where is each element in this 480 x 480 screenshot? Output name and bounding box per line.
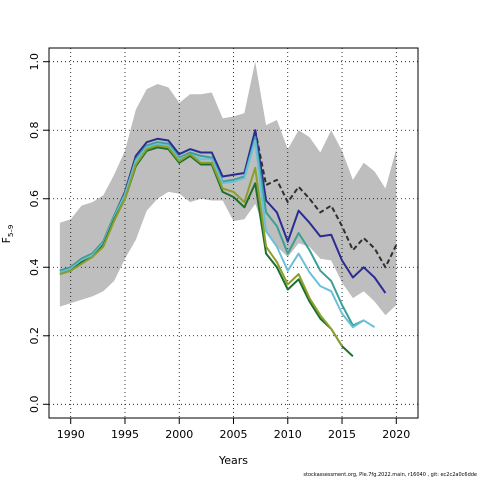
x-tick-label: 2015 xyxy=(328,428,356,441)
y-tick-label: 1.0 xyxy=(28,53,41,71)
confidence-band xyxy=(59,61,397,316)
y-axis-title: F5–9 xyxy=(0,225,15,244)
y-axis-title-subscript: 5–9 xyxy=(7,225,15,237)
y-tick-label: 0.2 xyxy=(28,327,41,345)
x-tick-label: 1995 xyxy=(111,428,139,441)
axes-layer: 1990 1995 2000 2005 2010 2015 2020 0.0 0.2 0.4 0.6… xyxy=(28,53,410,441)
series-line-1 xyxy=(254,130,398,269)
y-axis-title-main: F xyxy=(0,237,13,243)
x-tick-label: 2010 xyxy=(274,428,302,441)
grid-layer xyxy=(49,48,418,418)
footer-credit: stockassessment.org, Ple.7fg.2022.main, … xyxy=(303,472,477,478)
x-tick-label: 2020 xyxy=(382,428,410,441)
x-axis-title: Years xyxy=(218,454,248,467)
y-tick-label: 0.6 xyxy=(28,190,41,208)
x-tick-label: 2005 xyxy=(220,428,248,441)
x-tick-label: 1990 xyxy=(57,428,85,441)
series-line-6 xyxy=(59,144,343,347)
y-tick-label: 0.0 xyxy=(28,396,41,414)
series-layer xyxy=(59,129,398,358)
confidence-band-layer xyxy=(59,61,397,316)
y-tick-label: 0.8 xyxy=(28,121,41,139)
x-tick-label: 2000 xyxy=(165,428,193,441)
y-tick-label: 0.4 xyxy=(28,259,41,277)
